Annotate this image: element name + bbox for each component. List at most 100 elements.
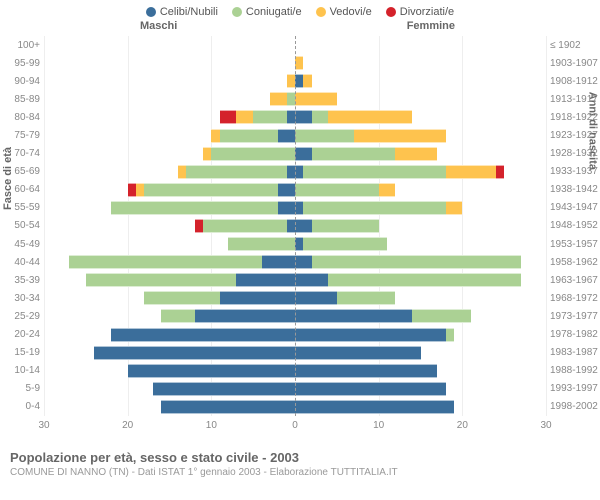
legend-swatch [146,7,156,17]
age-label: 0-4 [0,401,40,412]
bar-male [44,364,295,378]
bar-female [295,56,546,70]
bar-male [44,56,295,70]
segment [295,255,312,269]
segment [303,237,387,251]
segment [278,183,295,197]
birth-year-label: 1948-1952 [550,220,600,231]
segment [153,382,295,396]
segment [253,110,286,124]
segment [295,346,421,360]
segment [278,129,295,143]
segment [287,165,295,179]
bar-male [44,183,295,197]
bar-female [295,364,546,378]
age-label: 60-64 [0,184,40,195]
segment [295,219,312,233]
segment [312,219,379,233]
segment [178,165,186,179]
birth-year-label: 1993-1997 [550,383,600,394]
legend-item: Coniugati/e [232,6,302,18]
segment [195,219,203,233]
segment [379,183,396,197]
bar-male [44,273,295,287]
legend-label: Vedovi/e [330,6,372,18]
bar-male [44,147,295,161]
bar-male [44,346,295,360]
segment [295,92,337,106]
x-tick: 10 [373,420,384,431]
segment [287,219,295,233]
bar-male [44,38,295,52]
segment [295,165,303,179]
segment [278,201,295,215]
birth-year-label: 1903-1907 [550,58,600,69]
bar-female [295,237,546,251]
segment [220,129,279,143]
bar-female [295,382,546,396]
segment [287,74,295,88]
bar-male [44,309,295,323]
age-label: 55-59 [0,202,40,213]
birth-year-label: 1928-1932 [550,148,600,159]
segment [496,165,504,179]
segment [446,201,463,215]
age-label: 80-84 [0,112,40,123]
header-females: Femmine [407,20,455,32]
segment [236,273,295,287]
segment [303,201,445,215]
segment [312,255,521,269]
age-label: 40-44 [0,257,40,268]
legend-label: Divorziati/e [400,6,454,18]
bar-male [44,328,295,342]
birth-year-label: ≤ 1902 [550,40,600,51]
segment [295,56,303,70]
segment [94,346,295,360]
segment [312,110,329,124]
age-label: 20-24 [0,329,40,340]
age-label: 45-49 [0,239,40,250]
segment [236,110,253,124]
age-label: 90-94 [0,76,40,87]
birth-year-label: 1978-1982 [550,329,600,340]
bar-female [295,328,546,342]
legend-label: Coniugati/e [246,6,302,18]
segment [295,291,337,305]
bar-male [44,201,295,215]
segment [295,400,454,414]
segment [295,328,446,342]
x-tick: 20 [457,420,468,431]
birth-year-label: 1953-1957 [550,239,600,250]
segment [111,201,278,215]
bar-female [295,165,546,179]
segment [312,147,396,161]
legend-item: Celibi/Nubili [146,6,218,18]
birth-year-label: 1998-2002 [550,401,600,412]
bar-female [295,74,546,88]
segment [287,92,295,106]
birth-year-label: 1933-1937 [550,166,600,177]
segment [295,237,303,251]
birth-year-label: 1923-1927 [550,130,600,141]
birth-year-label: 1973-1977 [550,311,600,322]
legend-item: Divorziati/e [386,6,454,18]
age-label: 15-19 [0,347,40,358]
segment [295,183,379,197]
bar-female [295,219,546,233]
legend: Celibi/Nubili Coniugati/e Vedovi/e Divorzia… [0,0,600,20]
birth-year-label: 1988-1992 [550,365,600,376]
bar-female [295,255,546,269]
age-label: 5-9 [0,383,40,394]
age-label: 10-14 [0,365,40,376]
bar-male [44,219,295,233]
legend-item: Vedovi/e [316,6,372,18]
birth-year-label: 1958-1962 [550,257,600,268]
segment [220,291,295,305]
chart-subtitle: COMUNE DI NANNO (TN) - Dati ISTAT 1° gen… [10,467,590,478]
bar-female [295,400,546,414]
birth-year-label: 1968-1972 [550,293,600,304]
bar-female [295,129,546,143]
legend-label: Celibi/Nubili [160,6,218,18]
center-axis [295,36,296,416]
segment [203,147,211,161]
